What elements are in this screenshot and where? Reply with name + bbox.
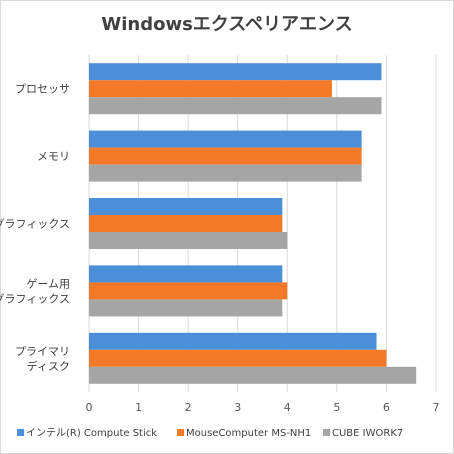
x-tick-label-6: 6 <box>383 401 390 414</box>
category-label-2-0: グラフィックス <box>0 217 70 231</box>
x-tick-label-3: 3 <box>234 401 241 414</box>
bar-3-0 <box>89 265 283 283</box>
x-tick-label-0: 0 <box>86 401 93 414</box>
legend-label-1: MouseComputer MS-NH1 <box>186 428 311 439</box>
category-label-3-0: ゲーム用 <box>26 277 70 290</box>
bar-0-1 <box>89 80 332 98</box>
bar-0-0 <box>89 63 382 81</box>
x-tick-label-5: 5 <box>333 401 340 414</box>
bar-1-1 <box>89 147 362 165</box>
bars <box>89 63 417 384</box>
bar-4-0 <box>89 332 377 350</box>
bar-3-1 <box>89 282 288 300</box>
category-label-4-0: プライマリ <box>15 345 70 358</box>
legend-swatch-0 <box>17 429 24 436</box>
bar-1-2 <box>89 164 362 182</box>
legend-swatch-1 <box>177 429 184 436</box>
x-tick-label-7: 7 <box>433 401 440 414</box>
legend-label-0: インテル(R) Compute Stick <box>26 428 157 439</box>
x-axis-tick-labels: 0 1 2 3 4 5 6 7 <box>86 401 440 414</box>
bar-3-2 <box>89 299 283 317</box>
bar-2-0 <box>89 198 283 215</box>
bar-2-1 <box>89 215 283 232</box>
chart-title: Windowsエクスペリアエンス <box>101 14 352 35</box>
x-tick-label-2: 2 <box>185 401 192 414</box>
x-tick-label-1: 1 <box>135 401 142 414</box>
x-tick-label-4: 4 <box>284 401 291 414</box>
legend-swatch-2 <box>323 429 330 436</box>
bar-1-0 <box>89 130 362 148</box>
bar-4-1 <box>89 349 387 367</box>
bar-2-2 <box>89 232 288 249</box>
bar-4-2 <box>89 366 417 384</box>
legend-label-2: CUBE IWORK7 <box>332 428 403 439</box>
bar-0-2 <box>89 97 382 115</box>
category-label-1-0: メモリ <box>37 150 70 163</box>
category-label-3-1: グラフィックス <box>0 291 70 305</box>
category-label-0-0: プロセッサ <box>15 83 70 96</box>
legend: インテル(R) Compute Stick MouseComputer MS-NH… <box>17 428 403 439</box>
category-label-4-1: ディスク <box>27 359 70 373</box>
